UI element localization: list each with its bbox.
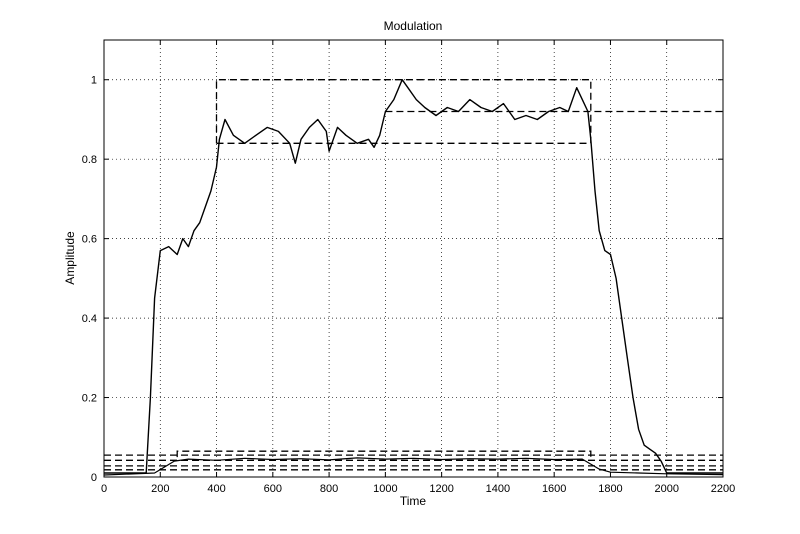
x-tick-label: 1400 [486, 483, 510, 495]
y-tick-label: 0.6 [82, 234, 97, 246]
x-tick-label: 1000 [373, 483, 397, 495]
x-tick-label: 1800 [598, 483, 622, 495]
grid-lines [104, 40, 723, 477]
y-tick-label: 0 [91, 472, 97, 484]
y-tick-label: 0.8 [82, 154, 97, 166]
plot-frame [103, 39, 724, 478]
x-tick-label: 600 [264, 483, 282, 495]
x-tick-label: 1600 [542, 483, 566, 495]
data-series [103, 78, 724, 476]
x-tick-label: 1200 [429, 483, 453, 495]
x-tick-label: 400 [207, 483, 225, 495]
x-tick-label: 200 [151, 483, 169, 495]
y-tick-label: 0.2 [82, 393, 97, 405]
y-tick-label: 1 [91, 75, 97, 87]
series-line-1 [104, 78, 723, 474]
x-tick-label: 0 [101, 483, 107, 495]
reference-lines [104, 79, 723, 471]
y-tick-label: 0.4 [82, 313, 97, 325]
axis-ticks: 0 200 400 600 800 1000 1200 1400 1600 1800 2000 220… [82, 40, 735, 495]
y-axis-title: Amplitude [63, 231, 77, 285]
x-axis-title: Time [400, 494, 427, 508]
series-line-2 [103, 457, 724, 476]
x-tick-label: 800 [320, 483, 338, 495]
dashed-reference-line [176, 450, 592, 458]
chart-title: Modulation [384, 19, 443, 33]
x-tick-label: 2000 [654, 483, 678, 495]
x-tick-label: 2200 [711, 483, 735, 495]
